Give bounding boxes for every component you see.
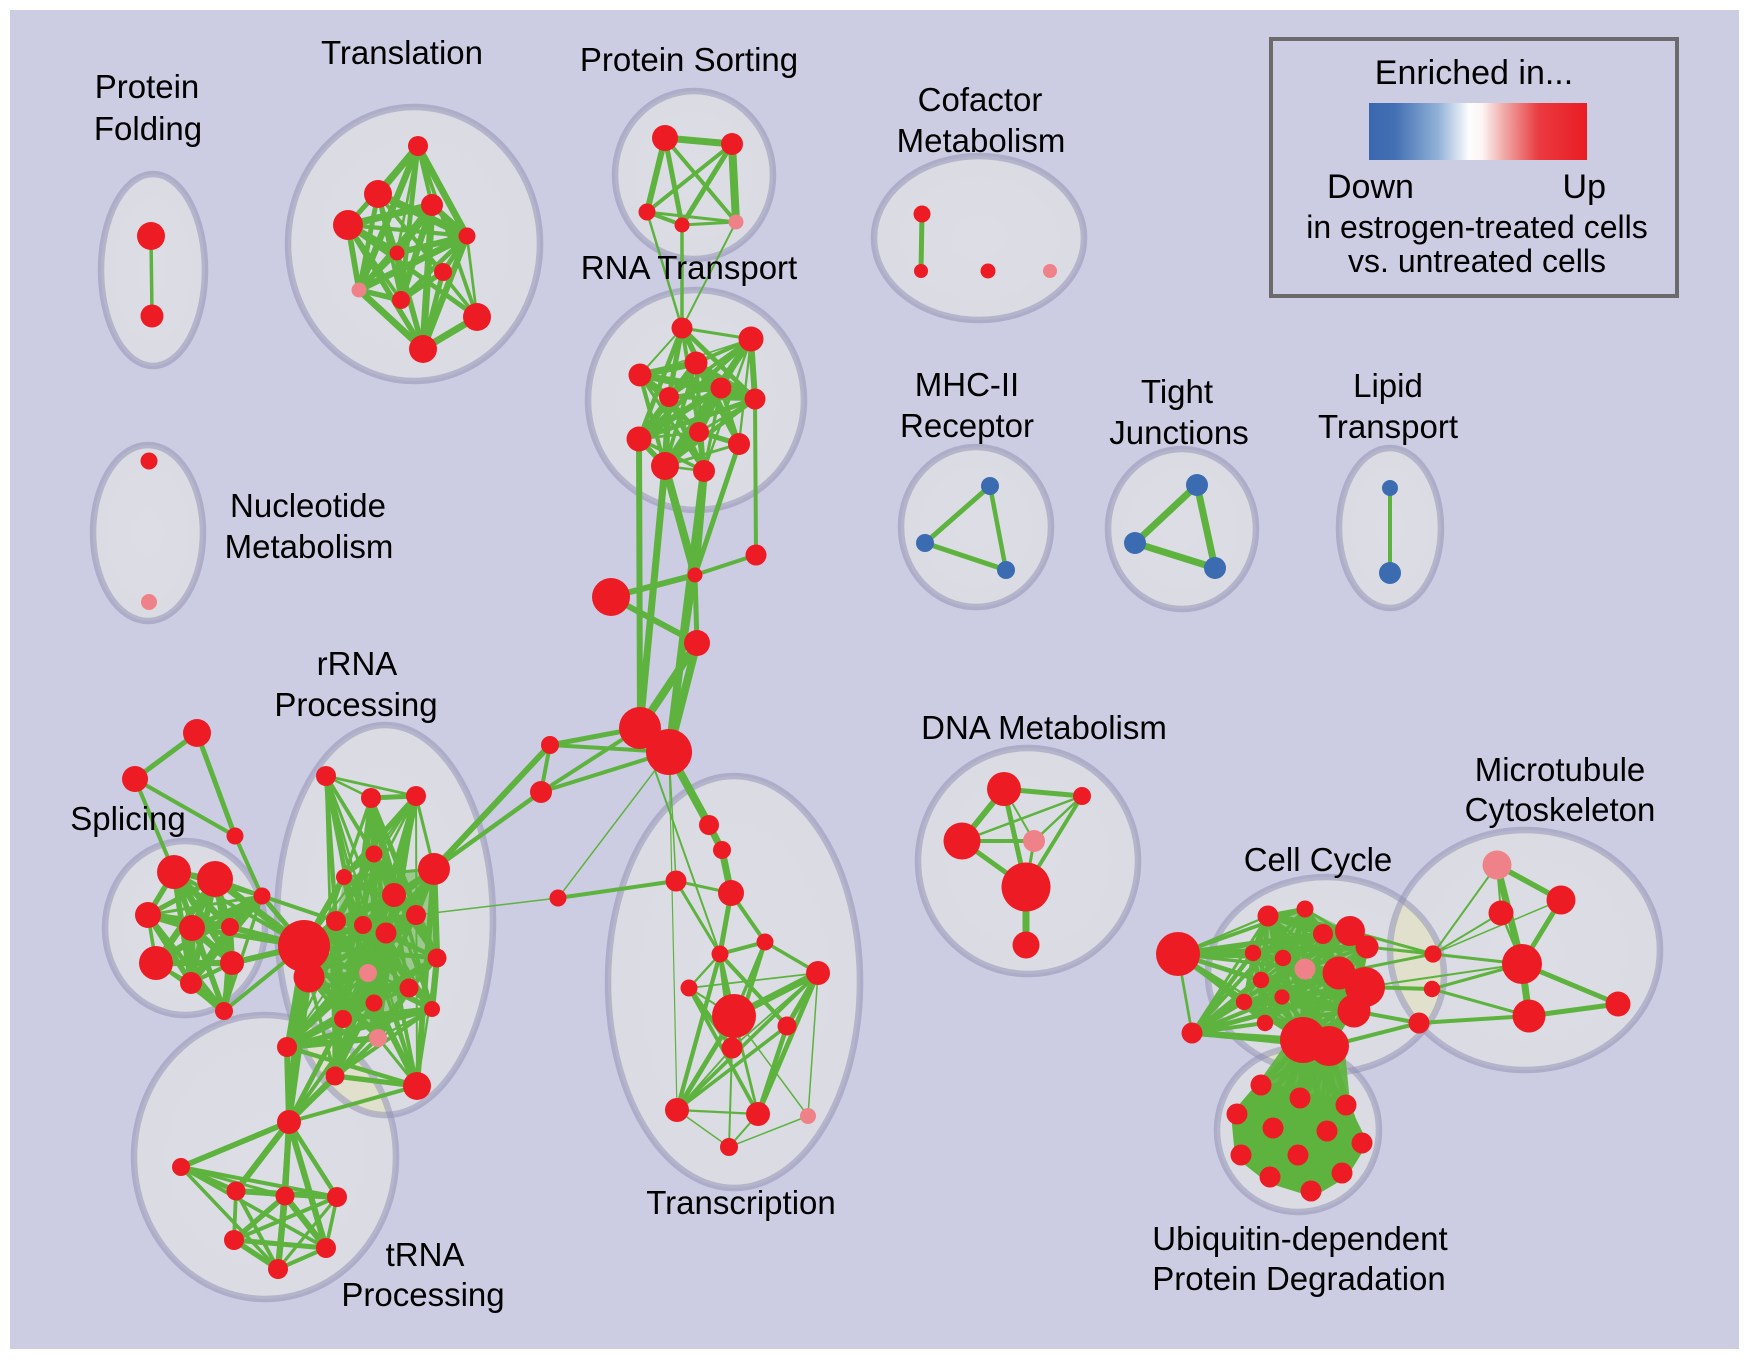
svg-text:Receptor: Receptor	[900, 407, 1034, 444]
svg-text:Transcription: Transcription	[646, 1184, 836, 1221]
svg-text:Enriched in...: Enriched in...	[1375, 54, 1573, 92]
svg-text:in estrogen-treated cells: in estrogen-treated cells	[1306, 209, 1648, 245]
svg-text:Nucleotide: Nucleotide	[230, 487, 386, 524]
svg-text:vs. untreated cells: vs. untreated cells	[1348, 243, 1606, 279]
svg-text:rRNA: rRNA	[317, 645, 398, 682]
svg-text:RNA Transport: RNA Transport	[581, 249, 797, 286]
svg-text:DNA Metabolism: DNA Metabolism	[921, 709, 1167, 746]
svg-text:Up: Up	[1563, 168, 1606, 206]
svg-text:Down: Down	[1327, 168, 1414, 206]
svg-text:Transport: Transport	[1318, 408, 1458, 445]
svg-text:Folding: Folding	[94, 110, 202, 147]
svg-text:Tight: Tight	[1141, 373, 1213, 410]
svg-text:Cell Cycle: Cell Cycle	[1244, 841, 1393, 878]
svg-text:Processing: Processing	[274, 686, 437, 723]
svg-text:Metabolism: Metabolism	[225, 528, 394, 565]
svg-text:Cytoskeleton: Cytoskeleton	[1465, 791, 1656, 828]
svg-text:Junctions: Junctions	[1109, 414, 1248, 451]
svg-text:Protein: Protein	[95, 68, 200, 105]
svg-text:Microtubule: Microtubule	[1475, 751, 1646, 788]
svg-text:Translation: Translation	[321, 34, 483, 71]
svg-text:Processing: Processing	[341, 1276, 504, 1313]
svg-text:Ubiquitin-dependent: Ubiquitin-dependent	[1152, 1220, 1447, 1257]
svg-text:Protein Sorting: Protein Sorting	[580, 41, 798, 78]
svg-text:Splicing: Splicing	[70, 800, 186, 837]
svg-text:MHC-II: MHC-II	[915, 366, 1019, 403]
svg-text:Protein Degradation: Protein Degradation	[1152, 1260, 1446, 1297]
svg-text:Cofactor: Cofactor	[918, 81, 1043, 118]
svg-text:tRNA: tRNA	[386, 1236, 465, 1273]
svg-text:Lipid: Lipid	[1353, 367, 1423, 404]
svg-text:Metabolism: Metabolism	[897, 122, 1066, 159]
